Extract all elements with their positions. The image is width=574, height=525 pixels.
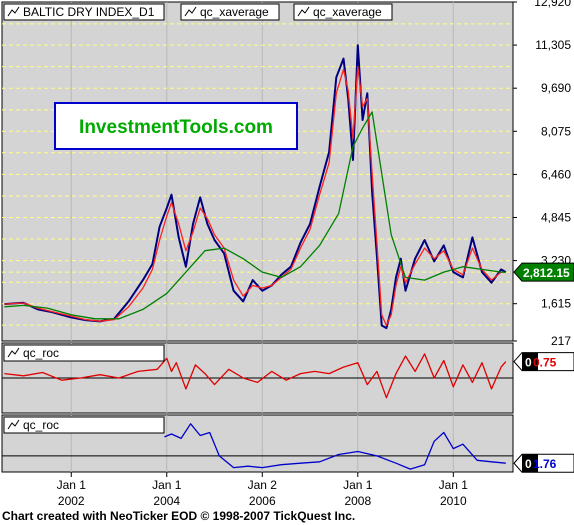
ytick-label-2: 9,690	[541, 81, 571, 95]
legend-label-main-0: BALTIC DRY INDEX_D1	[23, 5, 155, 19]
xtick-top-2: Jan 2	[248, 478, 278, 492]
ytick-label-3: 8,075	[541, 124, 571, 138]
last-value-label-roc1: 0.75	[533, 356, 557, 370]
panel-main-background	[1, 1, 514, 342]
xtick-top-3: Jan 1	[343, 478, 373, 492]
ytick-label-4: 6,460	[541, 167, 571, 181]
watermark-box	[54, 102, 298, 150]
legend-box-roc2-0	[3, 416, 165, 434]
last-value-tag-dark-roc1	[522, 352, 538, 371]
last-value-zero-roc2: 0	[525, 457, 532, 471]
legend-label-main-2: qc_xaverage	[313, 5, 382, 19]
legend-label-roc1-0: qc_roc	[23, 346, 59, 360]
legend-label-roc2-0: qc_roc	[23, 418, 59, 432]
xtick-top-4: Jan 1	[439, 478, 469, 492]
last-value-label-main: 2,812.15	[523, 266, 570, 280]
xtick-bottom-1: 2004	[153, 494, 180, 508]
xtick-bottom-4: 2010	[440, 494, 467, 508]
ytick-label-8: 217	[551, 334, 571, 348]
xtick-bottom-2: 2006	[249, 494, 276, 508]
series-line-main-1	[4, 65, 506, 327]
ytick-label-7: 1,615	[541, 297, 571, 311]
legend-icon-main-2	[297, 6, 310, 17]
legend-icon-main-1	[184, 6, 197, 17]
series-line-main-0	[4, 44, 507, 330]
legend-label-main-1: qc_xaverage	[200, 5, 269, 19]
ytick-label-1: 11,305	[535, 38, 571, 52]
series-line-roc2-0	[164, 423, 506, 470]
legend-box-main-0	[3, 3, 165, 21]
legend-icon-roc2-0	[7, 419, 20, 430]
xtick-bottom-0: 2002	[58, 494, 85, 508]
legend-icon-roc1-0	[7, 347, 20, 358]
last-value-tag-dark-roc2	[522, 454, 538, 473]
legend-icon-main-0	[7, 6, 20, 17]
footer-credit: Chart created with NeoTicker EOD © 1998-…	[2, 509, 356, 523]
legend-box-main-2	[293, 3, 393, 21]
series-line-main-2	[4, 111, 506, 320]
xtick-top-1: Jan 1	[152, 478, 182, 492]
watermark-text: InvestmentTools.com	[79, 117, 273, 138]
legend-box-roc1-0	[3, 344, 165, 362]
last-value-zero-roc1: 0	[525, 356, 532, 370]
xtick-bottom-3: 2008	[344, 494, 371, 508]
series-line-roc1-0	[4, 353, 507, 399]
ytick-label-5: 4,845	[541, 210, 571, 224]
legend-box-main-1	[180, 3, 280, 21]
ytick-label-0: 12,920	[534, 0, 571, 9]
xtick-top-0: Jan 1	[57, 478, 87, 492]
last-value-label-roc2: 1.76	[533, 457, 557, 471]
last-value-tag-main	[513, 262, 574, 282]
